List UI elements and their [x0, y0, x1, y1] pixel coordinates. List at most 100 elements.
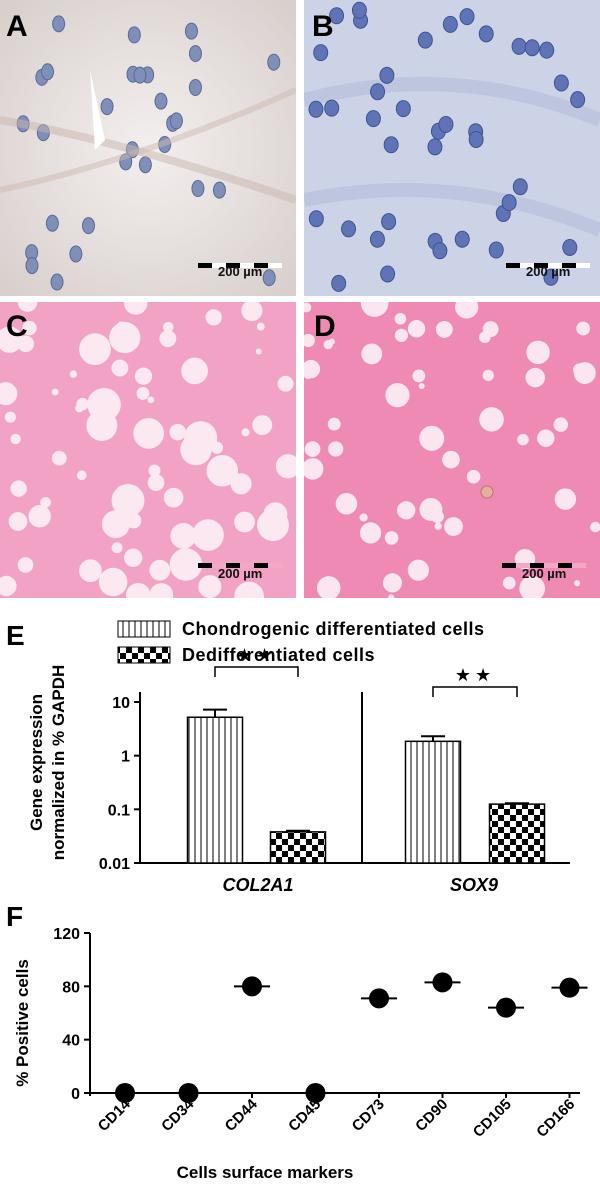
lacuna: [442, 450, 460, 469]
data-point: [242, 976, 262, 997]
micrograph-d: D 200 µm: [304, 302, 600, 598]
lacuna: [10, 433, 21, 445]
lacuna: [241, 428, 250, 437]
lacuna: [234, 511, 255, 533]
y-tick-label: 40: [62, 1033, 80, 1050]
lacuna: [304, 441, 321, 457]
significance-stars: ★★: [455, 665, 495, 685]
lacuna: [51, 388, 59, 396]
lacuna: [479, 331, 491, 344]
lacuna: [590, 521, 600, 533]
y-tick-label: 1: [121, 749, 130, 766]
cell-nucleus: [313, 44, 329, 62]
lacuna: [384, 531, 399, 545]
lacuna: [159, 563, 169, 573]
lacuna: [69, 370, 78, 378]
lacuna: [397, 501, 416, 520]
cell-nucleus: [308, 210, 324, 228]
lacuna: [79, 559, 102, 583]
lacuna: [304, 333, 315, 348]
significance-bracket: [432, 686, 518, 697]
lacuna: [394, 312, 407, 325]
cell-nucleus: [468, 130, 484, 148]
scale-bar-c: [198, 555, 282, 568]
cell-nucleus: [570, 91, 586, 109]
cell-nucleus: [478, 25, 494, 43]
cell-nucleus: [324, 99, 340, 117]
cell-nucleus: [380, 265, 396, 283]
scale-label-b: 200 µm: [526, 264, 571, 279]
lacuna: [574, 580, 581, 587]
legend-label: Dedifferentiated cells: [182, 645, 375, 665]
cell-nucleus: [543, 268, 559, 286]
lacuna: [125, 582, 151, 598]
panel-letter-e: E: [6, 620, 25, 651]
x-tick-label: CD105: [470, 1096, 515, 1141]
cell-nucleus: [381, 213, 397, 231]
scale-bar-b: [506, 255, 590, 268]
micrograph-a-image: [0, 0, 296, 296]
micrograph-c-image: [0, 302, 296, 598]
lacuna: [169, 548, 203, 581]
bar: [186, 716, 244, 864]
lacuna: [335, 492, 358, 515]
cell-nucleus: [341, 220, 357, 238]
cell-nucleus: [82, 217, 96, 235]
lacuna: [79, 333, 111, 366]
cell-nucleus: [188, 45, 202, 63]
lacuna: [304, 302, 312, 313]
cell-nucleus: [188, 79, 202, 97]
lacuna: [101, 510, 130, 539]
lacuna: [17, 302, 38, 312]
cell-nucleus: [511, 37, 527, 55]
cell-nucleus: [539, 41, 555, 59]
lacuna: [8, 512, 28, 531]
lacuna: [553, 417, 568, 432]
lacuna: [257, 509, 289, 542]
lacuna: [554, 488, 577, 510]
cell-nucleus: [69, 245, 83, 263]
lacuna: [147, 396, 155, 404]
lacuna: [407, 559, 429, 581]
data-point: [559, 977, 580, 998]
lacuna: [576, 321, 591, 336]
lacuna: [419, 425, 445, 451]
cell-nucleus: [308, 100, 324, 118]
lacuna: [573, 362, 596, 384]
cell-nucleus: [52, 15, 66, 33]
lacuna: [412, 369, 426, 383]
scale-label-a: 200 µm: [218, 264, 263, 279]
panel-letter-f: F: [6, 901, 23, 932]
y-tick-label: 0.01: [99, 856, 130, 873]
lacuna: [359, 513, 368, 522]
cell-nucleus: [127, 26, 141, 44]
y-tick-label: 10: [112, 695, 130, 712]
lacuna: [252, 415, 273, 436]
x-tick-label: CD90: [412, 1096, 451, 1135]
cell-nucleus: [379, 66, 395, 84]
lacuna: [148, 464, 161, 477]
micrograph-d-image: [304, 302, 600, 598]
lacuna: [234, 581, 264, 598]
data-point: [432, 972, 453, 993]
lacuna: [98, 567, 128, 597]
lacuna: [525, 367, 546, 388]
lacuna: [277, 375, 294, 392]
y-tick-label: 0: [71, 1086, 80, 1103]
cell-nucleus: [454, 230, 470, 248]
cell-nucleus: [45, 214, 59, 232]
x-category-label: COL2A1: [222, 875, 293, 895]
lacuna: [517, 433, 529, 446]
lacuna: [316, 576, 341, 598]
lacuna: [502, 576, 516, 590]
lacuna: [149, 583, 174, 598]
cell-nucleus: [459, 8, 475, 26]
lacuna: [519, 575, 546, 598]
lacuna: [159, 330, 177, 348]
lacuna: [116, 321, 128, 334]
lacuna: [17, 335, 35, 353]
lacuna: [51, 450, 67, 466]
legend-label: Chondrogenic differentiated cells: [182, 619, 485, 639]
cell-nucleus: [154, 92, 168, 110]
lacuna: [134, 367, 153, 385]
